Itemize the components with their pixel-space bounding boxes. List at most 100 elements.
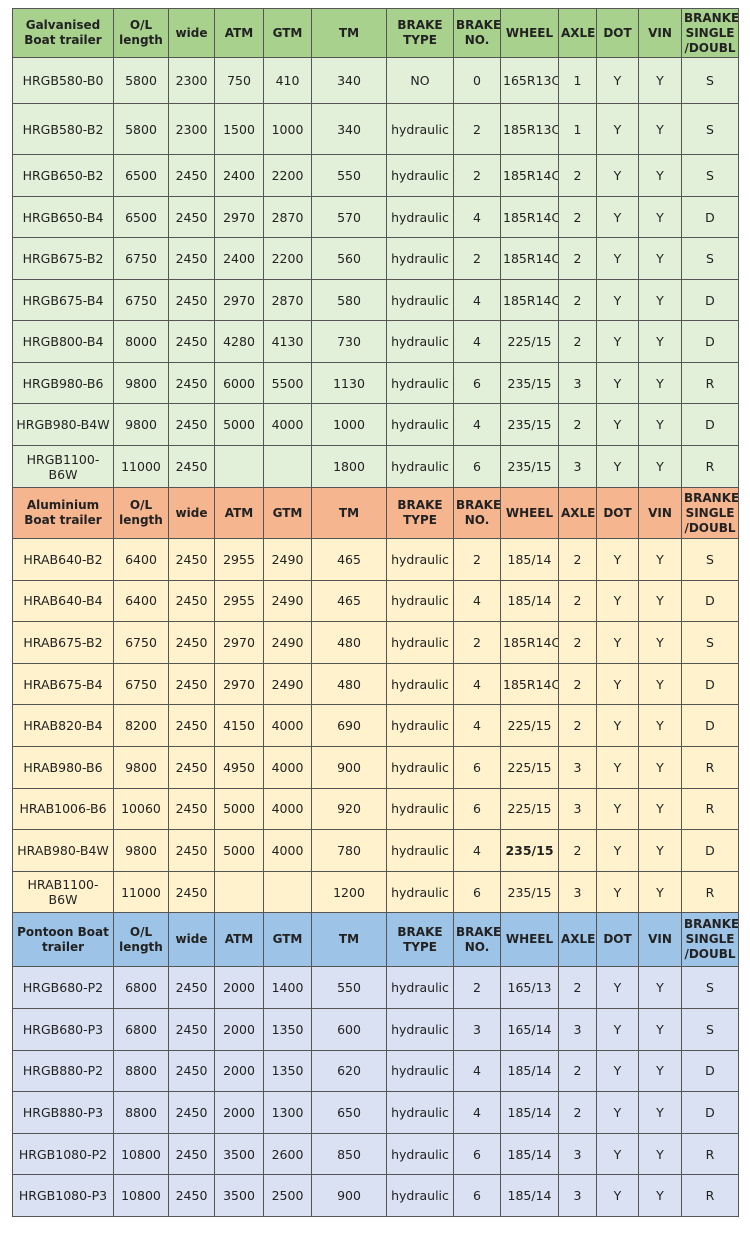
cell: 2 [558, 579, 597, 623]
data-row: HRGB800-B4 8000 2450 4280 4130 730 hydraulic 4 2… [12, 320, 739, 363]
cell: 225/15 [500, 704, 559, 747]
cell: 11000 [113, 445, 169, 488]
cell: S [681, 154, 739, 197]
cell: 1130 [311, 362, 387, 404]
cell: Y [596, 279, 639, 321]
cell: Y [638, 870, 682, 914]
cell: Y [596, 1174, 639, 1217]
cell: 3 [558, 362, 597, 404]
cell: 9800 [113, 403, 169, 446]
cell: 2450 [168, 279, 215, 321]
cell: 4280 [214, 320, 264, 363]
header-cell: Pontoon Boat trailer [12, 912, 114, 968]
header-cell: BRANKE SINGLE /DOUBL [681, 487, 739, 539]
cell: 480 [311, 662, 387, 706]
data-row: HRAB980-B6 9800 2450 4950 4000 900 hydraulic 6 2… [12, 745, 739, 789]
cell: 9800 [113, 745, 169, 789]
cell: 4 [453, 1091, 501, 1134]
data-row: HRGB880-P3 8800 2450 2000 1300 650 hydraulic 4 1… [12, 1091, 739, 1134]
cell: 465 [311, 579, 387, 623]
cell: Y [638, 279, 682, 321]
cell: Y [596, 745, 639, 789]
cell: Y [596, 154, 639, 197]
header-cell: BRAKE TYPE [386, 8, 454, 58]
data-row: HRGB650-B4 6500 2450 2970 2870 570 hydraulic 4 1… [12, 196, 739, 238]
cell: 2450 [168, 196, 215, 238]
cell: 620 [311, 1049, 387, 1093]
cell: 11000 [113, 870, 169, 914]
cell: 6750 [113, 279, 169, 321]
data-row: HRAB675-B4 6750 2450 2970 2490 480 hydraulic 4 1… [12, 662, 739, 706]
cell: 2970 [214, 662, 264, 706]
cell: 2450 [168, 966, 215, 1009]
cell: 1 [558, 103, 597, 155]
cell: 4000 [263, 829, 312, 872]
cell: 1300 [263, 1091, 312, 1134]
cell: 8000 [113, 320, 169, 363]
cell: 2400 [214, 237, 264, 280]
cell [263, 870, 312, 914]
cell: 2450 [168, 1049, 215, 1093]
cell: R [681, 745, 739, 789]
cell: D [681, 579, 739, 623]
cell: 6800 [113, 1007, 169, 1051]
cell: 1500 [214, 103, 264, 155]
cell: 5000 [214, 829, 264, 872]
cell: NO [386, 57, 454, 104]
data-row: HRGB580-B0 5800 2300 750 410 340 NO 0 165R13C 1 Y Y… [12, 57, 739, 104]
cell: hydraulic [386, 1174, 454, 1217]
cell: 6 [453, 1174, 501, 1217]
cell: 6 [453, 787, 501, 831]
cell: 4 [453, 196, 501, 238]
cell: D [681, 320, 739, 363]
cell: Y [638, 403, 682, 446]
spec-table-wrap: Galvanised Boat trailer O/L length wide ATM… [12, 8, 739, 1217]
cell: 10060 [113, 787, 169, 831]
cell: S [681, 621, 739, 664]
cell: Y [596, 237, 639, 280]
cell: D [681, 1049, 739, 1093]
cell: Y [638, 57, 682, 104]
header-cell: DOT [596, 912, 639, 968]
cell: 850 [311, 1132, 387, 1176]
cell: Y [638, 1132, 682, 1176]
cell: 8800 [113, 1049, 169, 1093]
cell: 10800 [113, 1174, 169, 1217]
cell: 5800 [113, 103, 169, 155]
cell: 2 [453, 621, 501, 664]
cell: HRGB880-P3 [12, 1091, 114, 1134]
header-cell: GTM [263, 8, 312, 58]
cell: Y [596, 538, 639, 581]
cell: Y [596, 1007, 639, 1051]
cell: S [681, 1007, 739, 1051]
cell: 2955 [214, 538, 264, 581]
cell: 2 [558, 279, 597, 321]
cell: hydraulic [386, 579, 454, 623]
data-row: HRAB980-B4W 9800 2450 5000 4000 780 hydraulic 4… [12, 829, 739, 872]
header-cell: O/L length [113, 912, 169, 968]
cell: 2600 [263, 1132, 312, 1176]
cell: HRGB680-P2 [12, 966, 114, 1009]
data-row: HRAB820-B4 8200 2450 4150 4000 690 hydraulic 4 2… [12, 704, 739, 747]
cell: Y [596, 403, 639, 446]
cell: 6750 [113, 662, 169, 706]
cell: 235/15 [500, 362, 559, 404]
data-row: HRGB650-B2 6500 2450 2400 2200 550 hydraulic 2 1… [12, 154, 739, 197]
cell: R [681, 870, 739, 914]
cell: 6750 [113, 621, 169, 664]
cell: Y [596, 870, 639, 914]
cell: 650 [311, 1091, 387, 1134]
data-row: HRGB580-B2 5800 2300 1500 1000 340 hydraulic 2 1… [12, 103, 739, 155]
cell: HRGB980-B6 [12, 362, 114, 404]
cell: 6000 [214, 362, 264, 404]
cell: Y [638, 787, 682, 831]
cell: 900 [311, 745, 387, 789]
cell: D [681, 829, 739, 872]
cell: 2450 [168, 445, 215, 488]
cell: hydraulic [386, 621, 454, 664]
cell: 4 [453, 829, 501, 872]
cell: 6 [453, 445, 501, 488]
cell: HRGB1080-P3 [12, 1174, 114, 1217]
cell: 1800 [311, 445, 387, 488]
header-cell: WHEEL [500, 487, 559, 539]
